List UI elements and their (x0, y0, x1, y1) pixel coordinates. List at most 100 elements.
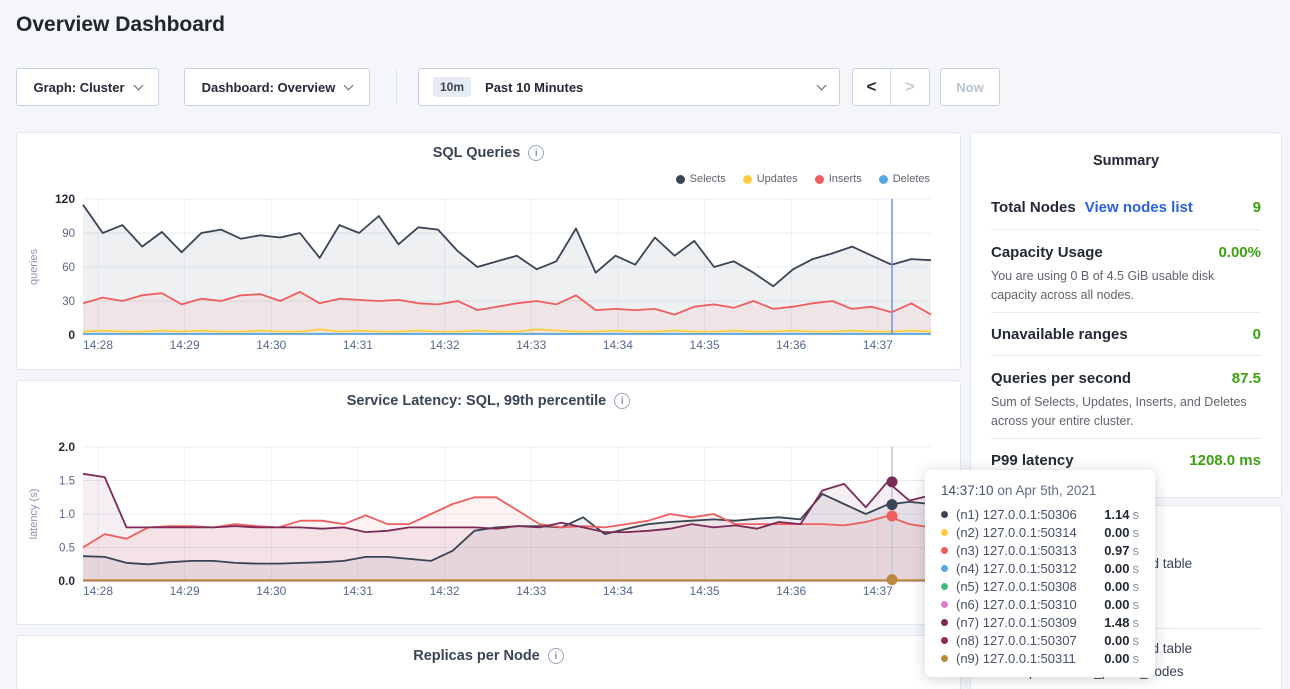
graph-dropdown[interactable]: Graph: Cluster (16, 68, 159, 106)
summary-row-capacity: Capacity Usage 0.00% You are using 0 B o… (991, 244, 1261, 306)
svg-text:14:36: 14:36 (776, 338, 806, 352)
service-latency-title: Service Latency: SQL, 99th percentile (346, 393, 607, 409)
service-latency-card: Service Latency: SQL, 99th percentile i … (16, 380, 961, 625)
legend-item-inserts[interactable]: Inserts (814, 173, 862, 185)
svg-text:14:34: 14:34 (603, 584, 633, 598)
time-step-buttons: < > (852, 68, 930, 106)
total-nodes-label: Total Nodes (991, 199, 1076, 216)
tooltip-node-row: (n9) 127.0.0.1:50311 0.00 s (941, 649, 1139, 667)
sql-queries-title: SQL Queries (432, 145, 521, 161)
controls-divider (396, 70, 397, 104)
svg-text:14:33: 14:33 (516, 584, 546, 598)
capacity-usage-description: You are using 0 B of 4.5 GiB usable disk… (991, 269, 1215, 303)
chevron-down-icon (133, 80, 143, 90)
svg-text:14:30: 14:30 (256, 338, 286, 352)
sql-queries-legend: Selects Updates Inserts Deletes (675, 173, 930, 185)
svg-text:0.5: 0.5 (59, 543, 75, 555)
replicas-per-node-card: Replicas per Node i (16, 635, 961, 689)
svg-text:14:35: 14:35 (690, 338, 720, 352)
node-address: (n2) 127.0.0.1:50314 (956, 524, 1077, 540)
node-address: (n1) 127.0.0.1:50306 (956, 506, 1077, 522)
node-latency-value: 0.00 (1104, 596, 1130, 612)
node-address: (n9) 127.0.0.1:50311 (956, 650, 1076, 666)
node-latency-value: 1.48 (1104, 614, 1130, 630)
node-address: (n8) 127.0.0.1:50307 (956, 632, 1077, 648)
node-latency-value: 0.97 (1104, 542, 1130, 558)
unavailable-ranges-label: Unavailable ranges (991, 326, 1128, 343)
node-latency-value: 0.00 (1104, 632, 1130, 648)
node-latency-value: 0.00 (1104, 650, 1130, 666)
dashboard-dropdown-label: Dashboard: Overview (201, 79, 336, 95)
queries-per-second-label: Queries per second (991, 370, 1132, 387)
node-address: (n4) 127.0.0.1:50312 (956, 560, 1077, 576)
svg-text:14:31: 14:31 (343, 338, 373, 352)
tooltip-node-row: (n6) 127.0.0.1:50310 0.00 s (941, 595, 1139, 613)
queries-per-second-description: Sum of Selects, Updates, Inserts, and De… (991, 395, 1247, 429)
time-range-dropdown[interactable]: 10m Past 10 Minutes (418, 68, 840, 106)
summary-row-total-nodes: Total Nodes View nodes list 9 (991, 199, 1261, 216)
summary-panel: Summary Total Nodes View nodes list 9 Ca… (970, 132, 1282, 498)
page-title: Overview Dashboard (16, 13, 225, 36)
series-color-dot (941, 510, 948, 518)
summary-row-qps: Queries per second 87.5 Sum of Selects, … (991, 370, 1261, 432)
p99-latency-value: 1208.0 ms (1189, 452, 1261, 469)
svg-text:14:33: 14:33 (516, 338, 546, 352)
node-address: (n5) 127.0.0.1:50308 (956, 578, 1077, 594)
chevron-down-icon (343, 80, 354, 90)
svg-text:0: 0 (68, 328, 75, 342)
svg-text:14:35: 14:35 (690, 584, 720, 598)
replicas-per-node-title: Replicas per Node (413, 648, 540, 664)
chevron-down-icon (816, 80, 827, 90)
svg-text:1.5: 1.5 (59, 476, 75, 488)
svg-text:14:37: 14:37 (863, 338, 893, 352)
svg-text:1.0: 1.0 (59, 509, 75, 521)
info-icon[interactable]: i (614, 393, 631, 409)
service-latency-chart[interactable]: 0.0 0.5 1.0 1.5 2.0 14:28 14:29 14:30 14:31 14:32… (17, 381, 960, 624)
tooltip-node-row: (n3) 127.0.0.1:50313 0.97 s (941, 541, 1139, 559)
series-color-dot (941, 528, 948, 536)
info-icon[interactable]: i (547, 648, 564, 664)
summary-title: Summary (1092, 153, 1160, 169)
svg-text:30: 30 (62, 296, 75, 308)
svg-text:14:29: 14:29 (170, 338, 200, 352)
summary-row-p99: P99 latency 1208.0 ms (991, 452, 1261, 469)
divider (991, 438, 1261, 439)
next-time-button[interactable]: > (905, 77, 915, 96)
node-latency-value: 0.00 (1104, 560, 1130, 576)
svg-text:90: 90 (62, 228, 75, 240)
svg-text:60: 60 (62, 262, 75, 274)
divider (991, 312, 1261, 313)
series-color-dot (941, 546, 948, 554)
legend-dot (814, 174, 824, 184)
view-nodes-list-link[interactable]: View nodes list (1084, 199, 1193, 216)
tooltip-node-row: (n1) 127.0.0.1:50306 1.14 s (941, 505, 1139, 523)
series-color-dot (941, 564, 948, 572)
series-color-dot (941, 582, 948, 590)
now-button[interactable]: Now (940, 68, 1000, 106)
dashboard-dropdown[interactable]: Dashboard: Overview (184, 68, 370, 106)
svg-text:14:32: 14:32 (430, 584, 460, 598)
svg-text:14:36: 14:36 (776, 584, 806, 598)
series-color-dot (941, 600, 948, 608)
tooltip-node-row: (n7) 127.0.0.1:50309 1.48 s (941, 613, 1139, 631)
divider (991, 355, 1261, 356)
legend-item-deletes[interactable]: Deletes (878, 173, 930, 185)
series-color-dot (941, 618, 948, 626)
node-address: (n6) 127.0.0.1:50310 (956, 596, 1077, 612)
tooltip-node-row: (n8) 127.0.0.1:50307 0.00 s (941, 631, 1139, 649)
legend-item-updates[interactable]: Updates (742, 173, 798, 185)
unavailable-ranges-value: 0 (1252, 326, 1261, 343)
previous-time-button[interactable]: < (853, 69, 891, 105)
svg-text:14:31: 14:31 (343, 584, 373, 598)
chart-hover-tooltip: 14:37:10 on Apr 5th, 2021 (n1) 127.0.0.1… (925, 470, 1155, 677)
sql-queries-card: SQL Queries i Selects Updates Inserts Delet… (16, 132, 961, 370)
svg-text:14:37: 14:37 (863, 584, 893, 598)
svg-text:queries: queries (28, 248, 40, 285)
info-icon[interactable]: i (528, 145, 545, 161)
node-latency-value: 1.14 (1104, 506, 1130, 522)
legend-dot (742, 174, 752, 184)
tooltip-node-row: (n2) 127.0.0.1:50314 0.00 s (941, 523, 1139, 541)
sql-queries-chart[interactable]: 0 30 60 90 120 14:28 14:29 14:30 14:31 14:32 14:33… (17, 133, 960, 369)
legend-item-selects[interactable]: Selects (675, 173, 726, 185)
total-nodes-value: 9 (1252, 199, 1261, 216)
